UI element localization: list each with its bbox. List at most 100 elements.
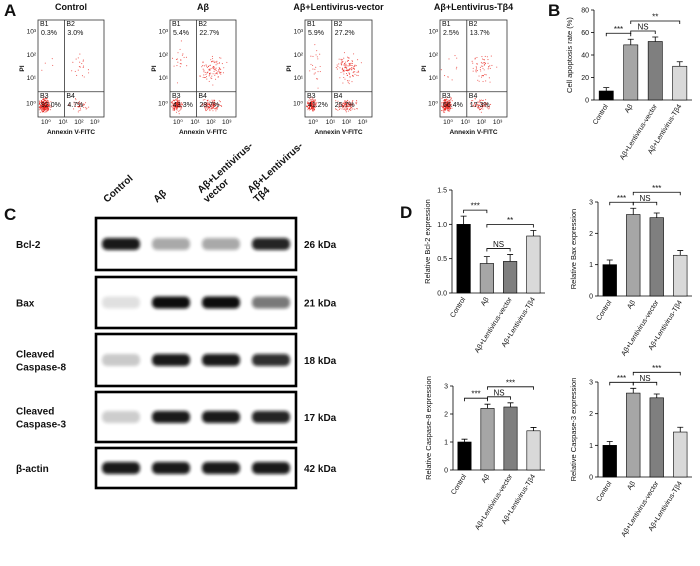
- row-label: Bcl-2: [16, 240, 41, 251]
- event-dot: [312, 68, 314, 70]
- y-tick-label: 60: [581, 30, 589, 37]
- event-dot: [480, 102, 482, 104]
- bar: [649, 397, 664, 478]
- y-tick-label: 0.0: [437, 291, 447, 298]
- y-tick-label: 10²: [429, 52, 439, 59]
- event-dot: [469, 103, 471, 105]
- quadrant-value: 66.4%: [443, 102, 463, 109]
- event-dot: [442, 107, 444, 109]
- event-dot: [177, 106, 179, 108]
- event-dot: [176, 98, 178, 100]
- event-dot: [215, 107, 217, 109]
- quadrant-label: B2: [334, 21, 343, 28]
- error-bar: [460, 215, 467, 225]
- significance-label: ***: [471, 202, 480, 211]
- event-dot: [476, 63, 478, 65]
- event-dot: [343, 76, 345, 79]
- event-dot: [448, 110, 450, 112]
- event-dot: [480, 107, 483, 110]
- event-dot: [345, 108, 347, 110]
- event-dot: [40, 108, 42, 110]
- quadrant-label: B3: [442, 93, 451, 100]
- event-dot: [473, 104, 475, 106]
- event-dot: [202, 76, 204, 78]
- flow-plot: Aβ+Lentivirus-Tβ4 B1 2.5% B2 13.7% B3 66.4% B4 1…: [421, 2, 513, 136]
- event-dot: [221, 63, 223, 65]
- event-dot: [350, 62, 352, 65]
- event-dot: [349, 68, 351, 70]
- event-dot: [311, 108, 313, 110]
- quadrant-value: 5.9%: [308, 30, 324, 37]
- quadrant-label: B2: [198, 21, 207, 28]
- event-dot: [450, 96, 452, 99]
- event-dot: [206, 100, 208, 102]
- event-dot: [340, 71, 342, 74]
- event-dot: [86, 107, 88, 109]
- significance-label: ***: [652, 184, 661, 193]
- event-dot: [481, 58, 484, 60]
- event-dot: [357, 70, 359, 72]
- x-axis-label: Annexin V-FITC: [179, 129, 227, 136]
- significance-label: NS: [493, 240, 504, 249]
- event-dot: [214, 104, 216, 107]
- event-dot: [344, 61, 347, 63]
- bar: [526, 430, 541, 471]
- significance-label: ***: [617, 194, 626, 203]
- event-dot: [356, 74, 358, 76]
- event-dot: [342, 71, 344, 73]
- event-dot: [479, 100, 482, 102]
- event-dot: [181, 103, 183, 105]
- event-dot: [212, 58, 214, 60]
- event-dot: [351, 60, 353, 63]
- event-dot: [203, 74, 205, 76]
- event-dot: [319, 65, 321, 68]
- error-bar: [507, 254, 514, 262]
- event-dot: [213, 105, 215, 107]
- event-dot: [212, 103, 214, 105]
- event-dot: [450, 98, 452, 100]
- event-dot: [310, 101, 313, 103]
- event-dot: [178, 106, 180, 108]
- quadrant-value: 22.7%: [199, 30, 219, 37]
- event-dot: [354, 108, 356, 110]
- event-dot: [337, 65, 339, 67]
- quadrant-label: B1: [442, 21, 451, 28]
- event-dot: [44, 104, 46, 106]
- error-bar: [606, 441, 613, 446]
- event-dot: [220, 73, 222, 75]
- event-dot: [179, 99, 181, 101]
- event-dot: [202, 65, 204, 67]
- error-bar: [653, 393, 660, 398]
- event-dot: [338, 63, 340, 65]
- event-dot: [310, 106, 312, 108]
- event-dot: [173, 104, 175, 106]
- event-dot: [349, 103, 352, 105]
- y-tick-label: 10⁰: [26, 100, 36, 107]
- event-dot: [43, 109, 46, 112]
- event-dot: [179, 109, 181, 111]
- event-dot: [215, 78, 217, 80]
- event-dot: [83, 76, 85, 78]
- event-dot: [444, 109, 446, 111]
- y-tick-label: 0.5: [437, 256, 447, 263]
- event-dot: [308, 102, 310, 104]
- event-dot: [484, 55, 486, 58]
- event-dot: [344, 66, 346, 68]
- event-dot: [172, 101, 174, 103]
- event-dot: [335, 67, 337, 69]
- blot-band: [252, 411, 290, 423]
- event-dot: [213, 70, 215, 72]
- x-axis-label: Annexin V-FITC: [449, 129, 497, 136]
- x-tick-label: Aβ: [626, 299, 637, 310]
- event-dot: [223, 67, 225, 69]
- event-dot: [43, 111, 45, 113]
- event-dot: [354, 73, 356, 75]
- event-dot: [345, 69, 347, 72]
- event-dot: [217, 76, 219, 78]
- event-dot: [216, 60, 218, 62]
- event-dot: [205, 110, 207, 112]
- y-tick-label: 3: [589, 380, 593, 387]
- event-dot: [488, 66, 490, 68]
- event-dot: [482, 104, 484, 106]
- event-dot: [475, 105, 477, 107]
